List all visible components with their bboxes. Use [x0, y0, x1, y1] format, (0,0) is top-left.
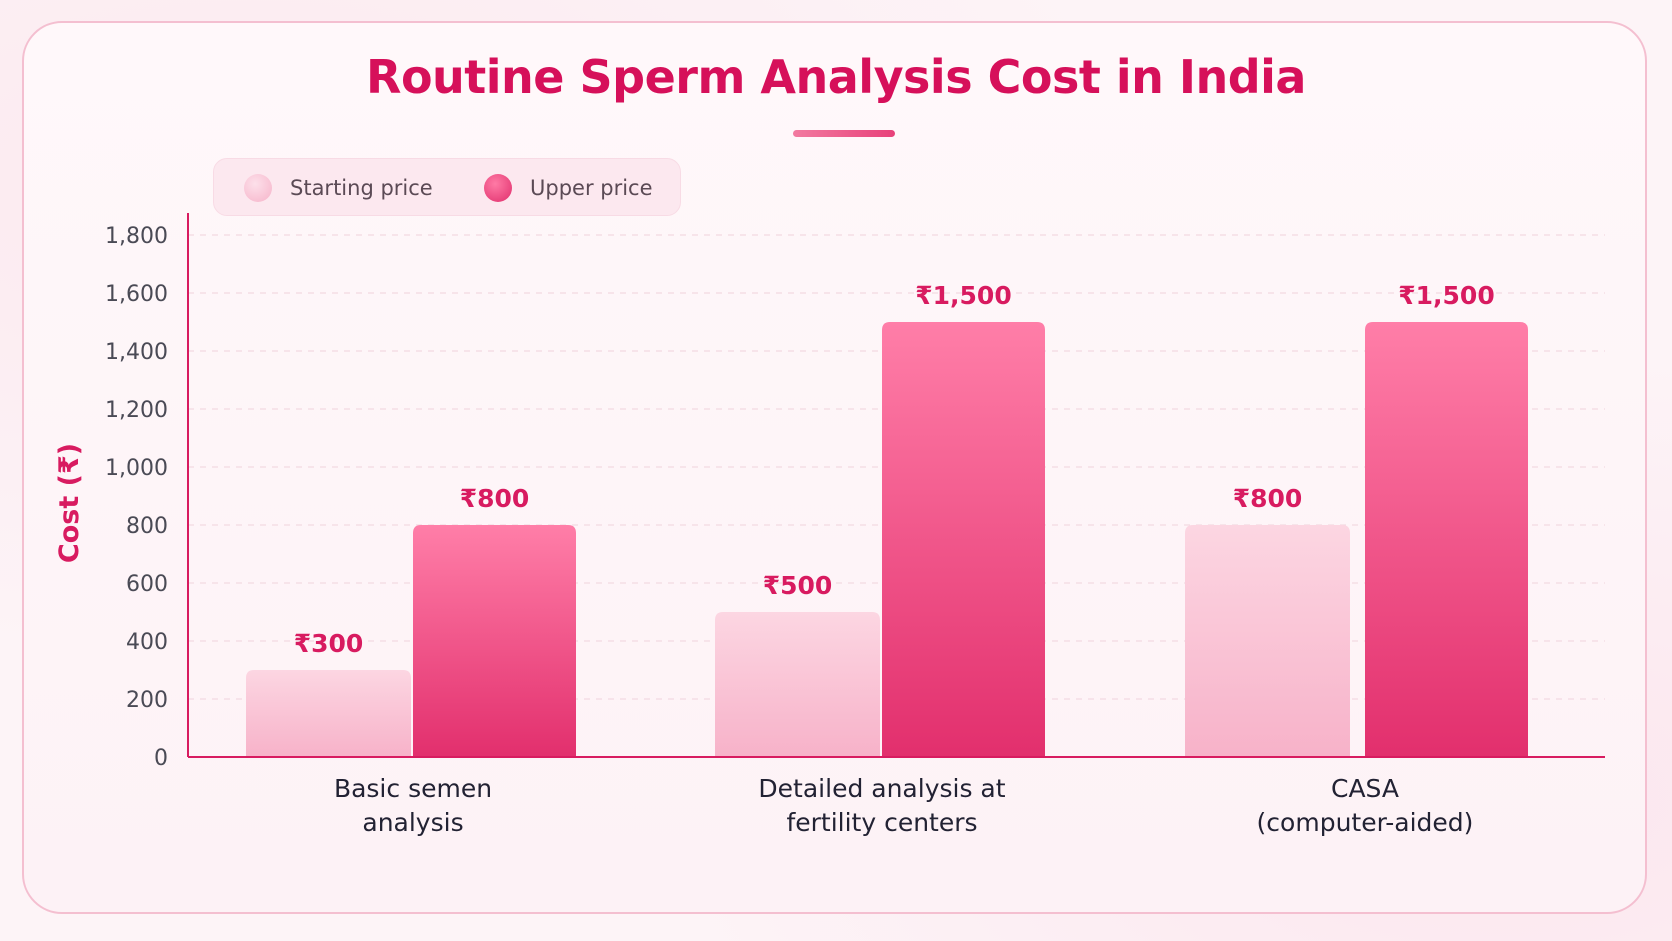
- y-tick-label: 200: [126, 688, 168, 713]
- y-tick-label: 1,200: [105, 398, 168, 423]
- bar-starting-price: [715, 612, 880, 757]
- legend-swatch-starting: [244, 174, 272, 202]
- bar-upper-price: [1365, 322, 1528, 757]
- labels-layer: ₹300 ₹800 ₹500 ₹1,500 ₹800 ₹1,500: [294, 281, 1495, 658]
- bar-upper-price: [882, 322, 1045, 757]
- data-label-upper: ₹1,500: [915, 281, 1011, 310]
- legend-swatch-upper: [484, 174, 512, 202]
- data-label-starting: ₹300: [294, 629, 364, 658]
- y-tick-label: 1,600: [105, 282, 168, 307]
- bar-starting-price: [246, 670, 411, 757]
- y-axis-label: Cost (₹): [54, 443, 85, 563]
- y-tick-label: 1,400: [105, 340, 168, 365]
- x-category-label: fertility centers: [786, 808, 977, 837]
- legend-label-upper: Upper price: [530, 176, 653, 200]
- x-category-label: analysis: [362, 808, 463, 837]
- legend-item-starting: Starting price: [244, 159, 433, 217]
- chart-title: Routine Sperm Analysis Cost in India: [366, 50, 1306, 104]
- legend: Starting price Upper price: [213, 158, 681, 216]
- title-underline: [793, 130, 895, 137]
- bar-starting-price: [1185, 525, 1350, 757]
- axes-layer: 0 200 400 600 800 1,000 1,200 1,400 1,600 1,800 Co…: [54, 213, 1605, 837]
- data-label-upper: ₹1,500: [1398, 281, 1494, 310]
- y-tick-label: 600: [126, 572, 168, 597]
- y-tick-label: 0: [154, 746, 168, 771]
- y-tick-label: 1,000: [105, 456, 168, 481]
- legend-item-upper: Upper price: [484, 159, 653, 217]
- bars-layer: [246, 322, 1528, 757]
- y-tick-label: 400: [126, 630, 168, 655]
- x-category-label: Detailed analysis at: [758, 774, 1005, 803]
- data-label-upper: ₹800: [460, 484, 530, 513]
- y-tick-label: 800: [126, 514, 168, 539]
- x-category-label: CASA: [1331, 774, 1399, 803]
- x-category-label: (computer-aided): [1257, 808, 1474, 837]
- legend-label-starting: Starting price: [290, 176, 433, 200]
- data-label-starting: ₹500: [763, 571, 833, 600]
- bar-upper-price: [413, 525, 576, 757]
- data-label-starting: ₹800: [1233, 484, 1303, 513]
- y-tick-label: 1,800: [105, 224, 168, 249]
- x-category-label: Basic semen: [334, 774, 492, 803]
